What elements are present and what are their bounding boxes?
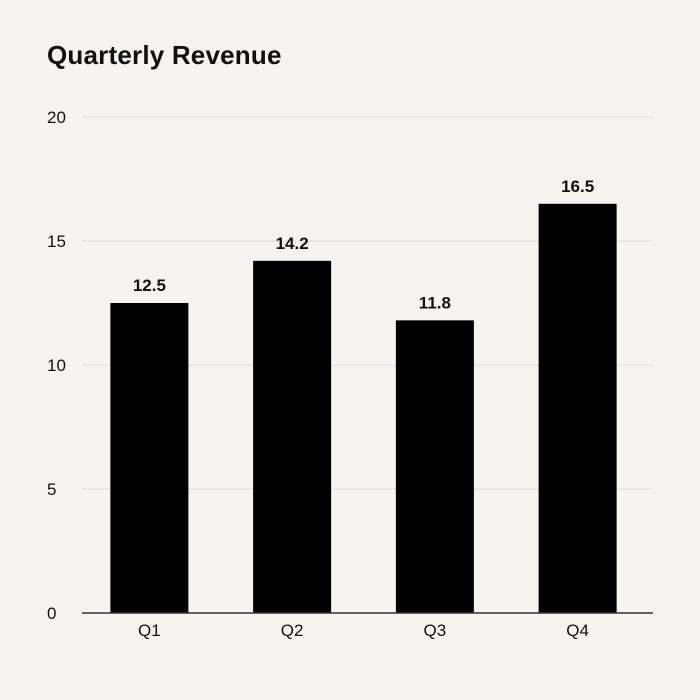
y-tick-label: 0 (47, 604, 56, 623)
x-tick-label: Q3 (424, 621, 447, 640)
y-tick-label: 5 (47, 480, 56, 499)
data-label: 14.2 (276, 234, 309, 253)
y-tick-label: 10 (47, 356, 66, 375)
bar (538, 203, 617, 614)
data-label: 12.5 (133, 276, 166, 295)
chart-title: Quarterly Revenue (47, 40, 282, 70)
x-tick-label: Q1 (138, 621, 161, 640)
bar (110, 303, 189, 613)
bar (395, 320, 474, 613)
x-tick-label: Q2 (281, 621, 304, 640)
bar (253, 260, 332, 613)
y-tick-label: 20 (47, 108, 66, 127)
x-tick-label: Q4 (566, 621, 589, 640)
data-label: 16.5 (561, 177, 594, 196)
data-label: 11.8 (419, 293, 451, 312)
y-tick-label: 15 (47, 232, 66, 251)
